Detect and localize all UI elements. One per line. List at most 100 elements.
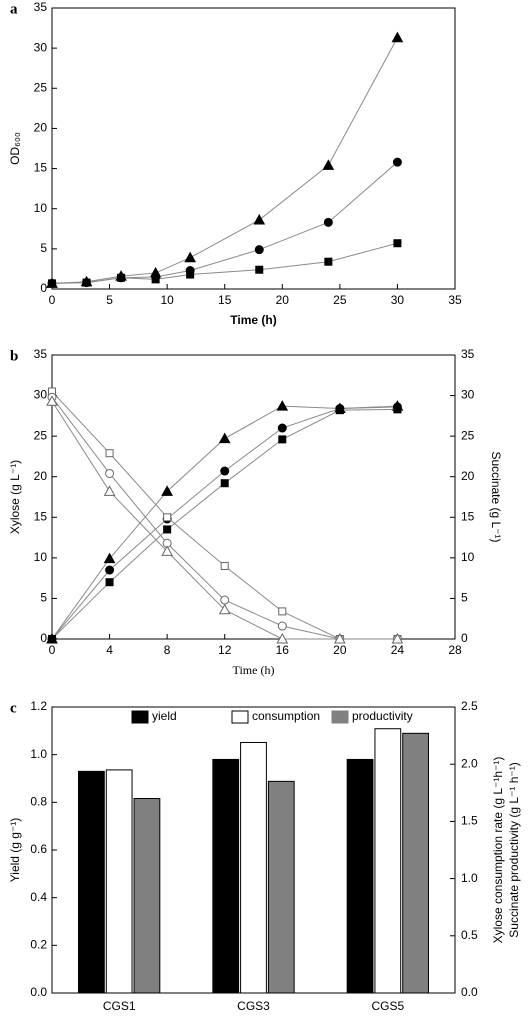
- bar: [78, 770, 105, 994]
- plot-frame: [51, 7, 456, 290]
- y-tick-label: 30: [34, 388, 48, 402]
- plot-frame: [51, 354, 456, 640]
- y2-tick-label: 25: [461, 428, 475, 442]
- y-tick-label: 10: [34, 550, 48, 564]
- x-tick-label: CGS1: [103, 999, 136, 1013]
- x-tick-label: 16: [276, 643, 290, 657]
- y-tick-label: 0.0: [30, 985, 47, 999]
- marker: [391, 632, 404, 644]
- marker: [48, 635, 56, 643]
- x-tick-label: 30: [391, 293, 405, 307]
- marker: [151, 275, 160, 284]
- y-tick-label: 5: [40, 241, 47, 255]
- panel-label: b: [10, 348, 18, 364]
- x-tick-label: CGS3: [237, 999, 270, 1013]
- y-tick-label: 35: [34, 0, 48, 14]
- y-tick-label: 1.0: [30, 747, 47, 761]
- marker: [254, 245, 264, 255]
- y2-tick-label: 1.0: [461, 871, 478, 885]
- marker: [46, 395, 58, 406]
- y-tick-label: 0.2: [30, 938, 47, 952]
- marker: [334, 632, 346, 644]
- marker: [163, 513, 172, 522]
- marker: [186, 270, 195, 279]
- x-axis-title: Time (h): [230, 313, 276, 327]
- marker: [105, 468, 115, 478]
- bar: [267, 780, 295, 994]
- legend-swatch: [231, 710, 249, 724]
- y-tick-label: 30: [34, 40, 48, 54]
- marker: [277, 423, 287, 433]
- y-tick-label: 20: [34, 469, 48, 483]
- y-tick-label: 25: [34, 428, 48, 442]
- y-tick-label: 0.6: [30, 842, 47, 856]
- y2-tick-label: 0.0: [461, 985, 478, 999]
- x-tick-label: CGS5: [371, 999, 404, 1013]
- series-line: [51, 242, 398, 284]
- x-tick-label: 20: [276, 293, 290, 307]
- x-tick-label: 0: [49, 643, 56, 657]
- panel-label: a: [10, 1, 18, 17]
- y2-tick-label: 30: [461, 388, 475, 402]
- y-axis-title: Xylose (g L⁻¹): [8, 460, 22, 534]
- marker: [103, 552, 116, 564]
- marker: [82, 278, 91, 287]
- y-axis-title: Yield (g g⁻¹): [8, 818, 22, 883]
- x-tick-label: 8: [164, 643, 171, 657]
- x-tick-label: 20: [333, 643, 347, 657]
- bar: [402, 732, 429, 994]
- series-line: [51, 161, 398, 284]
- bar: [105, 769, 133, 994]
- y2-tick-label: 5: [461, 591, 468, 605]
- marker: [105, 449, 114, 458]
- y-tick-label: 35: [34, 347, 48, 361]
- y2-axis-title: Succinate productivity (g L⁻¹ h⁻¹): [507, 762, 521, 937]
- legend-label: productivity: [352, 709, 413, 723]
- marker: [220, 561, 229, 570]
- marker: [322, 159, 335, 170]
- legend-swatch: [131, 710, 149, 724]
- marker: [218, 603, 231, 615]
- marker: [276, 632, 289, 644]
- y2-tick-label: 35: [461, 347, 475, 361]
- x-tick-label: 15: [218, 293, 232, 307]
- x-tick-label: 0: [49, 293, 56, 307]
- y2-tick-label: 0.5: [461, 928, 478, 942]
- x-tick-label: 25: [333, 293, 347, 307]
- y-axis-title: OD₆₀₀: [8, 132, 22, 165]
- legend-swatch: [331, 710, 349, 724]
- bar: [240, 741, 267, 994]
- y-tick-label: 10: [34, 201, 48, 215]
- marker: [220, 595, 230, 605]
- marker: [105, 578, 114, 587]
- y2-tick-label: 2.5: [461, 699, 478, 713]
- y2-tick-label: 20: [461, 469, 475, 483]
- y2-axis-title: Succinate (g L⁻¹): [489, 451, 503, 542]
- marker: [220, 479, 229, 488]
- marker: [393, 405, 402, 414]
- y2-tick-label: 15: [461, 509, 475, 523]
- y2-tick-label: 10: [461, 550, 475, 564]
- legend-label: yield: [152, 709, 177, 723]
- marker: [278, 435, 287, 444]
- y2-tick-label: 2.0: [461, 756, 478, 770]
- x-tick-label: 35: [448, 293, 462, 307]
- y2-axis-title: Xylose consumption rate (g L⁻¹h⁻¹): [491, 757, 505, 944]
- marker: [277, 621, 287, 631]
- bar: [374, 728, 402, 994]
- y-tick-label: 0: [40, 631, 47, 645]
- marker: [255, 265, 264, 274]
- x-tick-label: 4: [106, 643, 113, 657]
- marker: [218, 432, 231, 444]
- y2-tick-label: 1.5: [461, 814, 478, 828]
- bar: [133, 798, 161, 994]
- marker: [103, 485, 116, 496]
- marker: [392, 157, 402, 167]
- marker: [391, 31, 404, 43]
- y2-tick-label: 0: [461, 631, 468, 645]
- x-tick-label: 5: [106, 293, 113, 307]
- marker: [253, 213, 266, 225]
- x-tick-label: 24: [391, 643, 405, 657]
- y-tick-label: 5: [40, 591, 47, 605]
